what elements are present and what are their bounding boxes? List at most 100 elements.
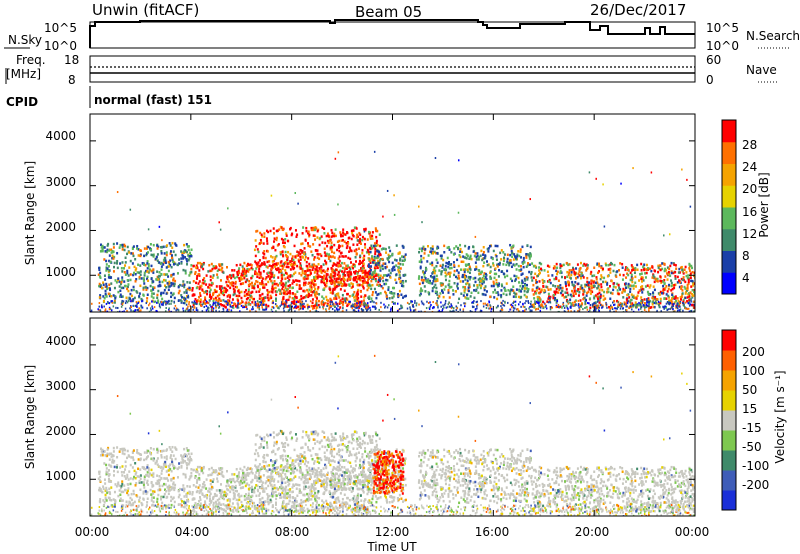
power-cell [182, 250, 185, 253]
power-cell [579, 275, 582, 278]
power-cell [401, 306, 404, 309]
power-cell [609, 297, 612, 301]
power-cell [494, 244, 497, 248]
power-cell [280, 264, 283, 268]
power-cell [458, 277, 461, 280]
velocity-cell [102, 503, 105, 507]
power-cell [359, 303, 361, 306]
power-cell [304, 274, 307, 277]
power-cell [222, 304, 225, 307]
power-ytick-4000: 4000 [45, 129, 76, 143]
power-cell [343, 278, 346, 282]
power-cell [528, 255, 531, 258]
power-cell [168, 302, 170, 305]
power-cell [247, 270, 250, 273]
power-cell [210, 262, 213, 266]
power-cell [567, 309, 570, 312]
power-cell [126, 309, 128, 312]
power-cell [358, 283, 361, 287]
power-cell [335, 293, 338, 296]
power-cell [390, 308, 392, 311]
power-cell [376, 254, 379, 258]
power-cell [218, 221, 220, 224]
power-cell [664, 287, 667, 290]
power-cell [156, 247, 159, 250]
power-cell [391, 296, 394, 300]
power-cell [214, 304, 217, 307]
power-cell [357, 300, 360, 304]
power-cell [373, 266, 376, 270]
power-cell [201, 281, 204, 285]
power-cell [569, 298, 572, 301]
power-cell [391, 253, 394, 256]
power-cell [442, 258, 445, 262]
power-cell [358, 231, 361, 235]
power-cell [239, 278, 242, 281]
power-cell [500, 258, 503, 261]
power-cell [281, 275, 284, 279]
power-cell [146, 286, 149, 290]
power-cell [212, 297, 215, 301]
power-cell [167, 260, 170, 264]
power-cell [339, 231, 342, 234]
power-cell [294, 293, 297, 296]
power-cell [338, 255, 341, 258]
power-cell [106, 250, 109, 254]
power-cell [334, 309, 336, 312]
power-cell [590, 282, 593, 285]
power-cell [240, 301, 243, 304]
power-cell [369, 250, 372, 254]
power-cell [456, 307, 458, 310]
power-cell [567, 283, 570, 286]
power-cell [111, 249, 114, 253]
power-cell [685, 290, 688, 294]
power-cell [514, 278, 517, 281]
power-cell [241, 265, 244, 268]
power-cell [99, 285, 102, 289]
power-cell [502, 256, 505, 260]
power-cell [540, 304, 543, 307]
power-cell [115, 262, 118, 265]
velocity-cell [146, 490, 149, 494]
power-cell [297, 300, 300, 304]
power-cell [323, 274, 326, 278]
power-cell [227, 280, 230, 283]
power-cell [318, 267, 321, 270]
power-cell [504, 289, 507, 293]
power-cell [633, 271, 636, 275]
power-cell [673, 310, 675, 312]
power-cell [342, 284, 345, 287]
power-cell [365, 251, 368, 254]
power-cell [108, 259, 111, 263]
power-cell [440, 305, 442, 308]
power-cell [284, 286, 287, 289]
power-cell [441, 282, 444, 285]
power-cell [546, 270, 549, 274]
power-cell [117, 278, 120, 282]
power-cell [152, 271, 155, 274]
power-cell [195, 286, 198, 290]
power-cell [647, 268, 650, 271]
power-cell [239, 282, 242, 286]
power-cell [349, 274, 352, 278]
power-cell [523, 293, 526, 297]
power-cell [307, 277, 310, 280]
power-cell [288, 289, 291, 293]
power-cell [431, 263, 434, 267]
power-cell [367, 250, 370, 254]
velocity-cell [128, 470, 131, 473]
power-cell [165, 251, 168, 254]
power-cell [337, 283, 340, 286]
power-cell [257, 261, 260, 264]
power-cell [549, 306, 552, 309]
power-cell [440, 301, 442, 304]
power-cell [439, 254, 442, 258]
power-cell [356, 233, 359, 237]
power-cell [284, 290, 287, 294]
velocity-cell [135, 494, 138, 497]
power-cell [313, 271, 316, 274]
power-cell [296, 264, 299, 268]
power-cell [679, 305, 681, 308]
power-cell [319, 306, 321, 309]
velocity-cell [124, 488, 127, 492]
